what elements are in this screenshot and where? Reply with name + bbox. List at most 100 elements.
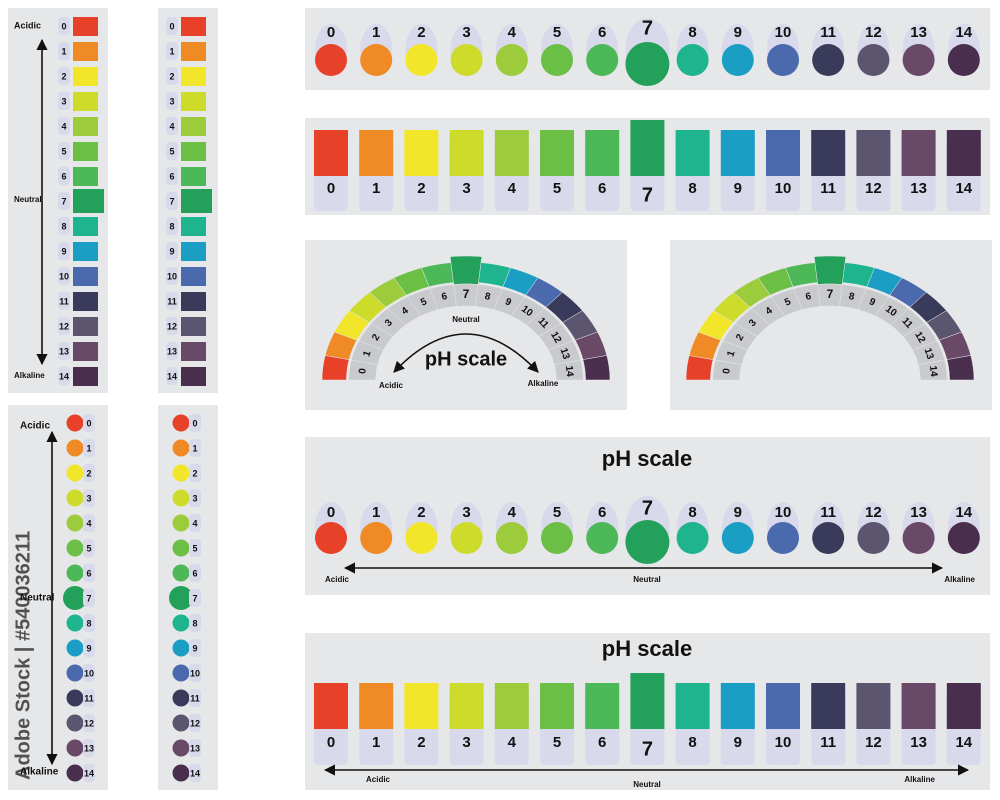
swatch-dot <box>541 522 573 554</box>
number-box <box>166 342 178 360</box>
number-box <box>166 242 178 260</box>
label: pH scale <box>602 446 693 471</box>
ph-number: 0 <box>86 418 91 428</box>
ph-number: 4 <box>508 504 517 521</box>
ph-number: 1 <box>372 180 380 197</box>
swatch <box>73 67 98 86</box>
swatch <box>73 267 98 286</box>
swatch-dot <box>721 522 754 554</box>
ph-number: 5 <box>419 296 429 308</box>
ph-number: 11 <box>820 734 836 751</box>
ph-number: 5 <box>553 504 561 521</box>
ph-number: 7 <box>642 497 653 519</box>
ph-number: 8 <box>688 734 696 751</box>
swatch <box>181 92 206 111</box>
number-box <box>83 539 95 557</box>
number-ring <box>918 359 948 381</box>
ph-number: 0 <box>327 504 335 521</box>
ph-number: 13 <box>910 504 927 521</box>
ph-number: 9 <box>192 643 197 653</box>
ph-number: 7 <box>642 17 653 39</box>
swatch-dot <box>172 514 190 532</box>
number-box <box>58 92 70 110</box>
swatch <box>181 117 206 136</box>
swatch <box>630 673 665 729</box>
number-box <box>58 42 70 60</box>
ph-number: 13 <box>59 346 69 356</box>
number-box <box>166 117 178 135</box>
ph-number: 13 <box>910 24 927 41</box>
curved-arrow <box>393 333 539 373</box>
ph-number: 6 <box>598 734 606 751</box>
ph-number: 6 <box>598 180 606 197</box>
ph-number: 14 <box>955 734 972 751</box>
number-box <box>58 167 70 185</box>
ph-number: 1 <box>725 349 737 358</box>
ph-number: 8 <box>169 221 174 231</box>
swatch-dot <box>625 520 670 564</box>
ph-number: 10 <box>775 734 792 751</box>
swatch-dot <box>495 44 528 76</box>
number-box <box>83 714 95 732</box>
ph-number: 0 <box>721 367 733 374</box>
ph-number: 12 <box>912 330 927 346</box>
swatch-dot <box>857 44 890 76</box>
ph-number: 2 <box>370 332 383 343</box>
number-box <box>58 117 70 135</box>
ph-number: 7 <box>463 287 470 301</box>
swatch-dot <box>450 522 483 554</box>
ph-number: 13 <box>922 347 936 361</box>
swatch-dot <box>450 44 483 76</box>
ph-number: 5 <box>61 146 66 156</box>
swatch-dot <box>172 764 190 782</box>
label: Alkaline <box>944 575 975 584</box>
ph-number: 5 <box>86 543 91 553</box>
swatch <box>811 683 846 729</box>
ph-number: 13 <box>190 743 200 753</box>
swatch <box>73 292 98 311</box>
ph-number: 2 <box>86 468 91 478</box>
swatch-dot <box>676 44 709 76</box>
number-box <box>83 664 95 682</box>
swatch <box>540 130 574 176</box>
swatch <box>359 130 394 176</box>
ph-number: 8 <box>688 180 696 197</box>
number-box <box>166 92 178 110</box>
swatch <box>181 242 206 261</box>
number-box <box>83 689 95 707</box>
swatch <box>585 130 620 176</box>
number-box <box>189 614 201 632</box>
ph-number: 4 <box>169 121 174 131</box>
swatch <box>181 17 206 36</box>
ph-number: 13 <box>84 743 94 753</box>
number-box <box>83 439 95 457</box>
number-box <box>83 739 95 757</box>
ph-number: 5 <box>783 296 793 308</box>
swatch-dot <box>172 414 190 432</box>
ph-number: 11 <box>84 693 94 703</box>
swatch-dot <box>360 44 393 76</box>
ph-number: 0 <box>327 24 335 41</box>
number-box <box>189 589 201 607</box>
ph-number: 3 <box>192 493 197 503</box>
swatch <box>449 130 484 176</box>
number-box <box>189 539 201 557</box>
swatch <box>73 242 98 261</box>
ph-number: 1 <box>372 504 380 521</box>
ph-number: 1 <box>169 46 174 56</box>
label: Alkaline <box>904 775 935 784</box>
number-box <box>166 17 178 35</box>
swatch <box>856 683 891 729</box>
ph-number: 7 <box>827 287 834 301</box>
swatch-dot <box>902 522 935 554</box>
ph-number: 2 <box>417 180 425 197</box>
swatch-dot <box>66 464 84 482</box>
ph-number: 1 <box>372 24 380 41</box>
ph-number: 5 <box>192 543 197 553</box>
number-ring <box>554 359 584 381</box>
number-box <box>189 689 201 707</box>
ph-number: 14 <box>563 365 575 378</box>
swatch <box>181 292 206 311</box>
ph-number: 3 <box>462 24 470 41</box>
